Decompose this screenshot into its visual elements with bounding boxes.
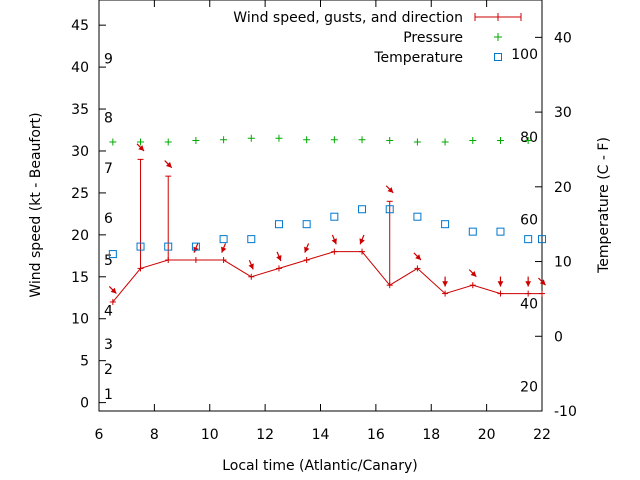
y-tick-label: 5 — [80, 354, 89, 370]
wind-direction-arrowhead — [470, 270, 477, 277]
beaufort-label: 9 — [104, 52, 113, 68]
beaufort-label: 1 — [104, 387, 113, 403]
y-tick-label: 25 — [71, 186, 89, 202]
y-tick-label: 30 — [71, 144, 89, 160]
wind-direction-arrowhead — [442, 281, 448, 287]
legend: Wind speed, gusts, and direction Pressur… — [233, 10, 522, 66]
legend-label-temperature: Temperature — [373, 50, 463, 66]
legend-key-temperature-mark — [494, 53, 502, 61]
ticks-layer: 6 8 10 12 14 16 18 20 22051015202530354045-10010… — [71, 0, 577, 443]
wind-direction-arrowhead — [525, 281, 532, 287]
legend-key-pressure — [494, 33, 502, 41]
x-tick-label: 14 — [312, 427, 330, 443]
temperature-point — [330, 212, 339, 221]
wind-direction-arrowhead — [304, 246, 310, 253]
legend-key-wind — [474, 13, 522, 21]
wind-direction-arrowhead — [221, 246, 227, 253]
x-tick-label: 12 — [256, 427, 274, 443]
legend-label-pressure: Pressure — [403, 30, 463, 46]
temperature-point — [219, 235, 228, 244]
beaufort-label: 8 — [104, 110, 113, 126]
y-tick-label: 40 — [71, 60, 89, 76]
wind-direction-arrowhead — [138, 145, 145, 151]
y2-tick-label: 30 — [554, 105, 572, 121]
fahrenheit-label: 60 — [520, 213, 538, 229]
beaufort-label: 6 — [104, 211, 113, 227]
y-tick-label: 45 — [71, 18, 89, 34]
wind-direction-arrowhead — [331, 238, 337, 245]
fahrenheit-label: 100 — [511, 47, 538, 63]
legend-label-wind: Wind speed, gusts, and direction — [233, 10, 463, 26]
fahrenheit-label: 20 — [520, 379, 538, 395]
temperature-point — [385, 205, 394, 214]
temperature-point — [358, 205, 367, 214]
y2-axis-title: Temperature (C - F) — [596, 137, 612, 274]
y2-tick-label: 10 — [554, 255, 572, 271]
temperature-point — [496, 227, 505, 236]
x-tick-label: 16 — [367, 427, 385, 443]
wind-direction-arrowhead — [539, 279, 546, 286]
temperature-point — [191, 242, 200, 251]
wind-direction-arrowhead — [276, 255, 282, 262]
plot-frame — [98, 0, 543, 412]
temperature-point — [468, 227, 477, 236]
wind-direction-arrowhead — [110, 287, 117, 294]
inner-labels-layer: 1 2 3 4 5 6 7 8 9 20 40 60 80 100 — [104, 47, 538, 403]
y-tick-label: 0 — [80, 396, 89, 412]
wind-speed-line — [112, 251, 542, 303]
wind-direction-arrowhead — [415, 254, 421, 260]
temperature-point — [302, 220, 311, 229]
x-tick-label: 6 — [95, 427, 104, 443]
y-tick-label: 15 — [71, 270, 89, 286]
y2-tick-label: 40 — [554, 30, 572, 46]
temperature-point — [274, 220, 283, 229]
x-tick-label: 18 — [422, 427, 440, 443]
x-axis-title: Local time (Atlantic/Canary) — [222, 458, 418, 474]
wind-direction-arrowhead — [497, 281, 504, 287]
wind-direction-arrowhead — [359, 238, 365, 245]
temperature-point — [441, 220, 450, 229]
y2-tick-label: 0 — [554, 329, 563, 345]
x-tick-label: 10 — [201, 427, 219, 443]
x-tick-label: 22 — [533, 427, 551, 443]
wind-direction-arrowhead — [248, 263, 254, 270]
fahrenheit-label: 40 — [520, 296, 538, 312]
x-tick-label: 8 — [150, 427, 159, 443]
wind-direction-arrowhead — [166, 161, 172, 168]
y-axis-title: Wind speed (kt - Beaufort) — [28, 112, 44, 297]
legend-key-temperature — [494, 53, 502, 61]
temperature-point — [164, 242, 173, 251]
y2-tick-label: 20 — [554, 180, 572, 196]
fahrenheit-label: 80 — [520, 130, 538, 146]
temperature-point — [108, 250, 117, 259]
series-layer — [108, 134, 546, 305]
y-tick-label: 20 — [71, 228, 89, 244]
beaufort-label: 3 — [104, 337, 113, 353]
temperature-point — [413, 212, 422, 221]
temperature-point — [136, 242, 145, 251]
beaufort-label: 5 — [104, 253, 113, 269]
y2-tick-label: -10 — [554, 404, 577, 420]
y-tick-label: 35 — [71, 102, 89, 118]
beaufort-label: 7 — [104, 161, 113, 177]
y-tick-label: 10 — [71, 312, 89, 328]
wind-direction-arrowhead — [387, 187, 394, 193]
beaufort-label: 2 — [104, 362, 113, 378]
temperature-point — [247, 235, 256, 244]
x-tick-label: 20 — [478, 427, 496, 443]
temperature-point — [524, 235, 533, 244]
beaufort-label: 4 — [104, 303, 113, 319]
temperature-point — [538, 235, 546, 244]
